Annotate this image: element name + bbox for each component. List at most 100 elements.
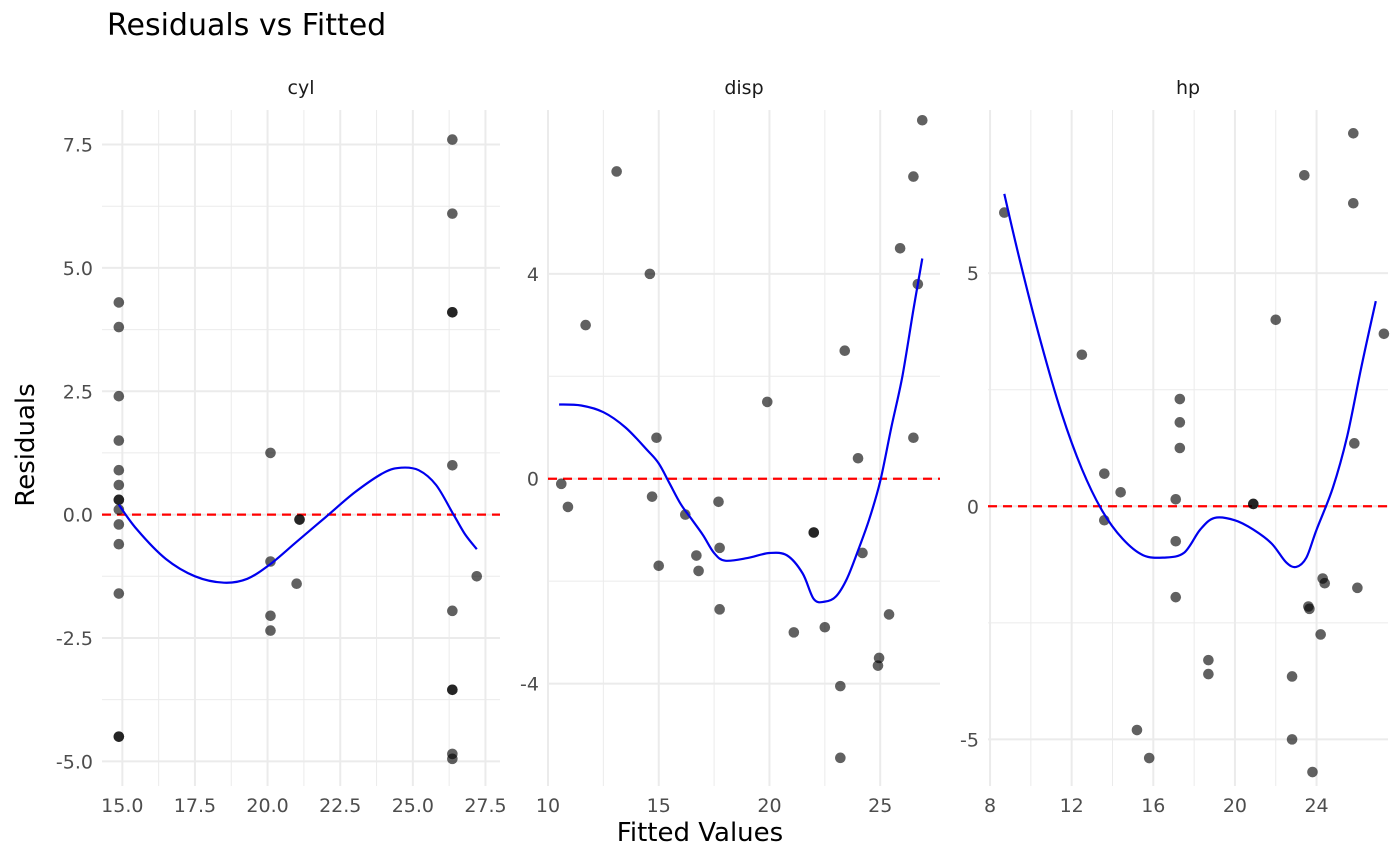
residual-point xyxy=(1115,486,1126,498)
x-tick-label: 17.5 xyxy=(174,795,216,817)
x-tick-label: 12 xyxy=(1060,795,1084,817)
residual-point xyxy=(265,610,276,622)
chart-title: Residuals vs Fitted xyxy=(107,8,387,43)
smooth-trend-line xyxy=(117,466,478,584)
residual-point xyxy=(1299,169,1310,181)
residual-point xyxy=(761,396,773,408)
residual-point xyxy=(857,547,868,559)
residual-point xyxy=(713,496,724,508)
residual-point xyxy=(265,447,276,459)
residual-point xyxy=(839,345,851,356)
residual-point xyxy=(447,753,458,765)
residual-point xyxy=(447,134,458,145)
residual-point xyxy=(265,556,276,567)
residual-point xyxy=(908,432,919,444)
residual-point xyxy=(113,297,125,308)
residual-point xyxy=(680,509,691,520)
residual-point xyxy=(1304,603,1315,615)
x-axis-label: Fitted Values xyxy=(616,818,784,848)
y-tick-label: -2.5 xyxy=(56,628,93,650)
residual-point xyxy=(1170,493,1182,505)
x-tick-label: 15 xyxy=(647,795,671,817)
residual-point xyxy=(1076,349,1088,361)
residual-point xyxy=(1307,766,1318,778)
residual-point xyxy=(113,321,125,333)
residual-point xyxy=(113,588,125,599)
residual-point xyxy=(1143,752,1155,764)
residual-point xyxy=(291,578,302,589)
residual-point xyxy=(1319,577,1331,589)
residual-point xyxy=(646,491,658,502)
y-tick-label: -5 xyxy=(960,729,979,751)
residual-point xyxy=(562,501,574,513)
facet-strip-label: cyl xyxy=(288,77,315,99)
residual-point xyxy=(447,605,458,617)
residual-point xyxy=(1248,498,1259,510)
residual-point xyxy=(883,609,895,620)
residual-point xyxy=(1349,438,1360,449)
residual-point xyxy=(447,459,458,471)
y-tick-label: 0 xyxy=(967,496,979,518)
residual-point xyxy=(691,550,702,561)
residual-point xyxy=(819,621,831,633)
residual-point xyxy=(894,242,906,254)
residual-point xyxy=(580,319,591,331)
y-tick-label: 2.5 xyxy=(63,381,93,403)
residual-point xyxy=(908,171,919,182)
x-tick-label: 27.5 xyxy=(464,795,506,817)
residual-point xyxy=(835,752,846,764)
smooth-trend-line xyxy=(1003,193,1377,569)
residual-point xyxy=(1348,128,1359,139)
residual-point xyxy=(294,514,305,525)
y-tick-label: 0.0 xyxy=(63,505,93,527)
residual-point xyxy=(714,604,725,615)
residual-point xyxy=(1099,468,1110,479)
facet-strip-label: disp xyxy=(724,77,763,99)
residual-point xyxy=(916,114,928,126)
residual-point xyxy=(113,464,125,476)
residual-point xyxy=(447,684,458,696)
residual-point xyxy=(808,527,820,538)
residual-point xyxy=(1315,629,1326,640)
residual-point xyxy=(852,452,864,464)
residual-point xyxy=(1378,328,1390,340)
residual-point xyxy=(447,307,458,318)
residual-point xyxy=(471,570,483,582)
y-tick-label: 5.0 xyxy=(63,258,93,280)
residual-point xyxy=(611,166,622,177)
smooth-trend-line xyxy=(559,258,924,604)
residual-point xyxy=(1170,535,1182,547)
residual-point xyxy=(1203,668,1214,680)
residual-point xyxy=(788,627,800,638)
residual-point xyxy=(1131,724,1143,736)
y-tick-label: 7.5 xyxy=(63,135,93,157)
y-tick-label: -5.0 xyxy=(56,751,93,773)
residual-point xyxy=(113,538,125,550)
x-tick-label: 20 xyxy=(1223,795,1247,817)
x-tick-label: 20.0 xyxy=(246,795,288,817)
x-tick-label: 8 xyxy=(984,795,996,817)
residual-point xyxy=(1348,197,1359,209)
y-tick-label: 5 xyxy=(967,263,979,285)
x-tick-label: 16 xyxy=(1141,795,1165,817)
residual-point xyxy=(113,435,125,446)
x-tick-label: 25 xyxy=(868,795,892,817)
y-tick-label: 0 xyxy=(527,469,539,491)
x-tick-label: 10 xyxy=(536,795,560,817)
residual-point xyxy=(113,519,125,530)
x-tick-label: 20 xyxy=(757,795,781,817)
residual-point xyxy=(653,560,665,572)
residual-point xyxy=(1170,591,1182,603)
residual-point xyxy=(113,390,125,402)
residual-point xyxy=(651,432,662,444)
residual-point xyxy=(644,268,656,280)
facet-strip-label: hp xyxy=(1176,77,1200,99)
residual-point xyxy=(555,478,567,490)
residual-point xyxy=(693,565,704,577)
residual-point xyxy=(113,731,125,742)
residual-point xyxy=(1174,393,1186,405)
y-tick-label: 4 xyxy=(527,264,539,286)
residual-point xyxy=(113,479,125,491)
residual-point xyxy=(714,542,725,554)
